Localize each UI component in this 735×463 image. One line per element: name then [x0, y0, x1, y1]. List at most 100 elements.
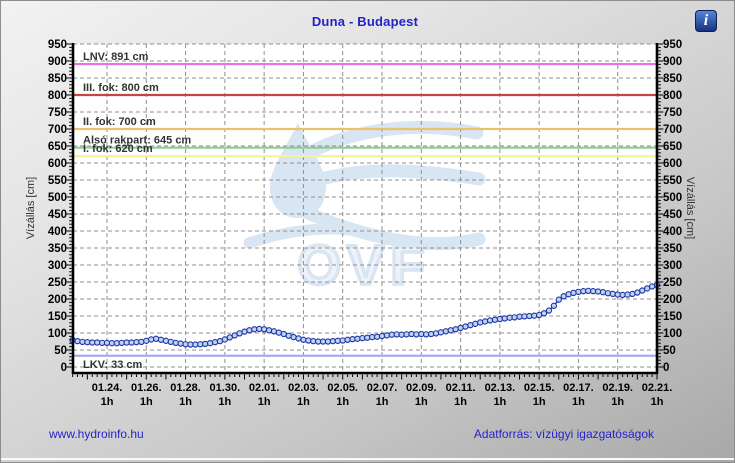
data-point — [167, 338, 174, 345]
watermark-wave-icon — [302, 164, 486, 190]
x-tick-label: 01.30. — [210, 382, 241, 394]
x-tick-sublabel: 1h — [376, 396, 389, 408]
reference-line-label: I. fok: 620 cm — [83, 143, 153, 155]
y-tick-label: 500 — [48, 192, 67, 204]
data-point — [496, 315, 504, 323]
plot-area — [73, 44, 657, 373]
y-tick-label: 600 — [48, 158, 67, 170]
y-tick-label: 600 — [663, 158, 682, 170]
y-tick-label: 400 — [663, 226, 682, 238]
data-point — [511, 314, 518, 321]
data-point — [383, 332, 391, 339]
x-tick-label: 01.28. — [170, 382, 201, 394]
data-point — [373, 333, 381, 340]
y-tick-label: 850 — [48, 73, 67, 85]
y-tick-label: 150 — [663, 311, 682, 323]
x-tick-label: 02.09. — [406, 382, 437, 394]
x-tick-sublabel: 1h — [179, 396, 192, 408]
x-tick-label: 02.17. — [563, 382, 594, 394]
y-axis-label-right: Vízállás [cm] — [684, 176, 696, 240]
y-tick-label: 450 — [663, 209, 682, 221]
data-point — [378, 332, 386, 340]
data-point — [442, 328, 449, 335]
y-tick-label: 50 — [54, 345, 67, 357]
x-tick-label: 02.05. — [327, 382, 358, 394]
data-point — [540, 310, 548, 317]
reference-line-label: II. fok: 700 cm — [83, 116, 156, 128]
data-point — [172, 339, 179, 347]
info-button[interactable]: i — [695, 10, 717, 32]
data-point — [344, 336, 351, 343]
y-tick-label: 650 — [663, 141, 682, 153]
reference-line-label: III. fok: 800 cm — [83, 82, 159, 94]
watermark-drop-icon — [270, 123, 326, 218]
data-point — [265, 327, 273, 334]
data-point — [364, 334, 371, 341]
x-tick-label: 01.24. — [92, 382, 123, 394]
data-point — [211, 339, 219, 346]
data-source-label: Adatforrás: vízügyi igazgatóságok — [473, 427, 654, 441]
data-point — [427, 330, 435, 338]
data-point — [206, 340, 214, 347]
hydroinfo-link[interactable]: www.hydroinfo.hu — [49, 427, 144, 441]
y-tick-label: 550 — [48, 175, 67, 187]
x-tick-label: 02.01. — [249, 382, 280, 394]
y-axis-label-left: Vízállás [cm] — [25, 176, 37, 240]
data-point — [491, 316, 499, 323]
y-tick-label: 0 — [61, 362, 67, 374]
watermark-wave-icon — [292, 202, 486, 251]
data-point — [246, 327, 253, 334]
data-point — [260, 326, 268, 333]
data-point — [609, 290, 616, 298]
y-tick-label: 200 — [663, 294, 682, 306]
y-tick-label: 350 — [663, 243, 682, 255]
info-icon: i — [703, 12, 709, 29]
y-tick-label: 850 — [663, 73, 682, 85]
reference-line-label: Alsó rakpart: 645 cm — [83, 135, 191, 147]
data-point — [575, 288, 582, 296]
y-tick-label: 350 — [48, 243, 67, 255]
data-point — [138, 338, 145, 345]
x-tick-label: 02.21. — [642, 382, 673, 394]
data-point — [300, 336, 307, 343]
y-tick-label: 750 — [663, 107, 682, 119]
y-tick-label: 700 — [48, 124, 67, 136]
data-point — [432, 330, 440, 337]
y-tick-label: 300 — [48, 260, 67, 272]
data-point — [604, 290, 612, 297]
y-tick-label: 950 — [48, 39, 67, 51]
x-tick-sublabel: 1h — [258, 396, 271, 408]
data-point — [477, 319, 484, 326]
reference-line-label: LKV: 33 cm — [83, 359, 143, 371]
data-point — [555, 296, 562, 303]
data-point — [624, 291, 631, 298]
y-tick-label: 800 — [48, 90, 67, 102]
x-tick-label: 02.15. — [524, 382, 555, 394]
x-tick-label: 02.13. — [485, 382, 516, 394]
x-tick-sublabel: 1h — [611, 396, 624, 408]
y-tick-label: 750 — [48, 107, 67, 119]
y-tick-label: 900 — [48, 56, 67, 68]
x-tick-label: 02.03. — [288, 382, 319, 394]
y-tick-label: 700 — [663, 124, 682, 136]
data-point — [74, 338, 81, 345]
y-tick-label: 900 — [663, 56, 682, 68]
data-point — [152, 335, 160, 342]
y-tick-label: 150 — [48, 311, 67, 323]
x-tick-label: 02.19. — [602, 382, 633, 394]
x-tick-label: 02.11. — [446, 382, 476, 394]
x-tick-sublabel: 1h — [533, 396, 546, 408]
data-point — [501, 315, 508, 322]
data-point — [447, 327, 454, 334]
y-tick-label: 50 — [663, 345, 676, 357]
data-point — [594, 288, 602, 295]
y-tick-label: 300 — [663, 260, 682, 272]
data-point — [599, 289, 607, 296]
data-point — [545, 307, 553, 314]
x-tick-sublabel: 1h — [572, 396, 585, 408]
y-tick-label: 500 — [663, 192, 682, 204]
x-tick-label: 02.07. — [367, 382, 398, 394]
data-point — [157, 336, 165, 343]
